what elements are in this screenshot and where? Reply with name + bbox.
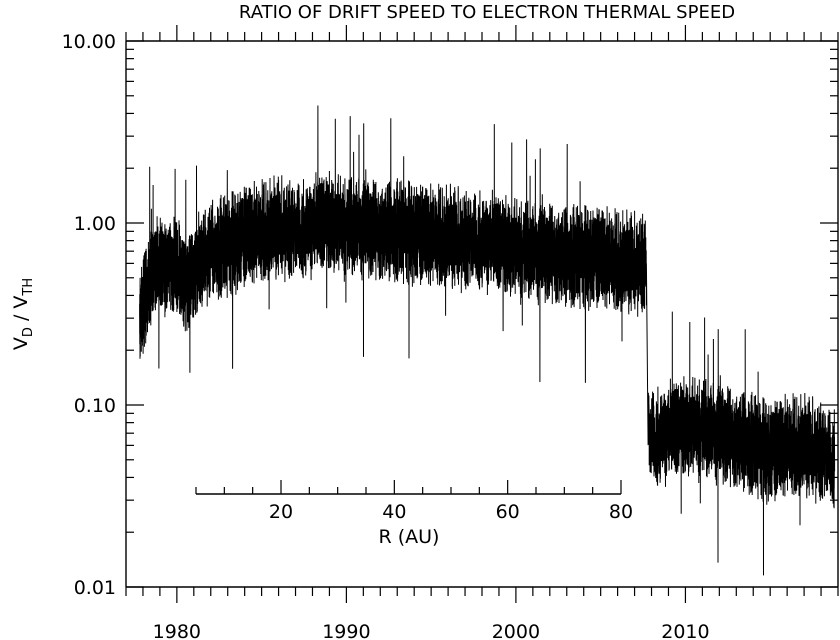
y-label-sub2: TH	[21, 278, 36, 297]
x-tick-label: 1990	[322, 621, 370, 640]
y-axis-label: VD / VTH	[10, 278, 36, 350]
y-tick-label: 0.10	[74, 395, 116, 417]
chart-title: RATIO OF DRIFT SPEED TO ELECTRON THERMAL…	[239, 2, 735, 23]
inset-tick-label: 20	[269, 501, 293, 523]
y-tick-label: 0.01	[74, 577, 116, 599]
inset-axis-label: R (AU)	[379, 526, 440, 548]
data-layer	[139, 105, 836, 576]
x-axis-ticks: 1980 1990 2000 2010	[125, 25, 839, 640]
y-axis-ticks: 0.01 0.10 1.00 10.00	[62, 31, 838, 599]
inset-tick-label: 40	[382, 501, 406, 523]
y-label-main: V	[10, 337, 32, 350]
x-tick-label: 1980	[153, 621, 201, 640]
y-tick-label: 10.00	[62, 31, 116, 53]
data-series-0	[139, 105, 836, 576]
y-label-sep: / V	[10, 296, 32, 327]
inset-tick-label: 80	[609, 501, 633, 523]
inset-tick-label: 60	[496, 501, 520, 523]
x-tick-label: 2000	[492, 621, 540, 640]
y-tick-label: 1.00	[74, 213, 116, 235]
inset-r-axis: 20 40 60 80 R (AU)	[195, 480, 633, 548]
x-tick-label: 2010	[661, 621, 709, 640]
y-label-sub1: D	[21, 327, 36, 337]
